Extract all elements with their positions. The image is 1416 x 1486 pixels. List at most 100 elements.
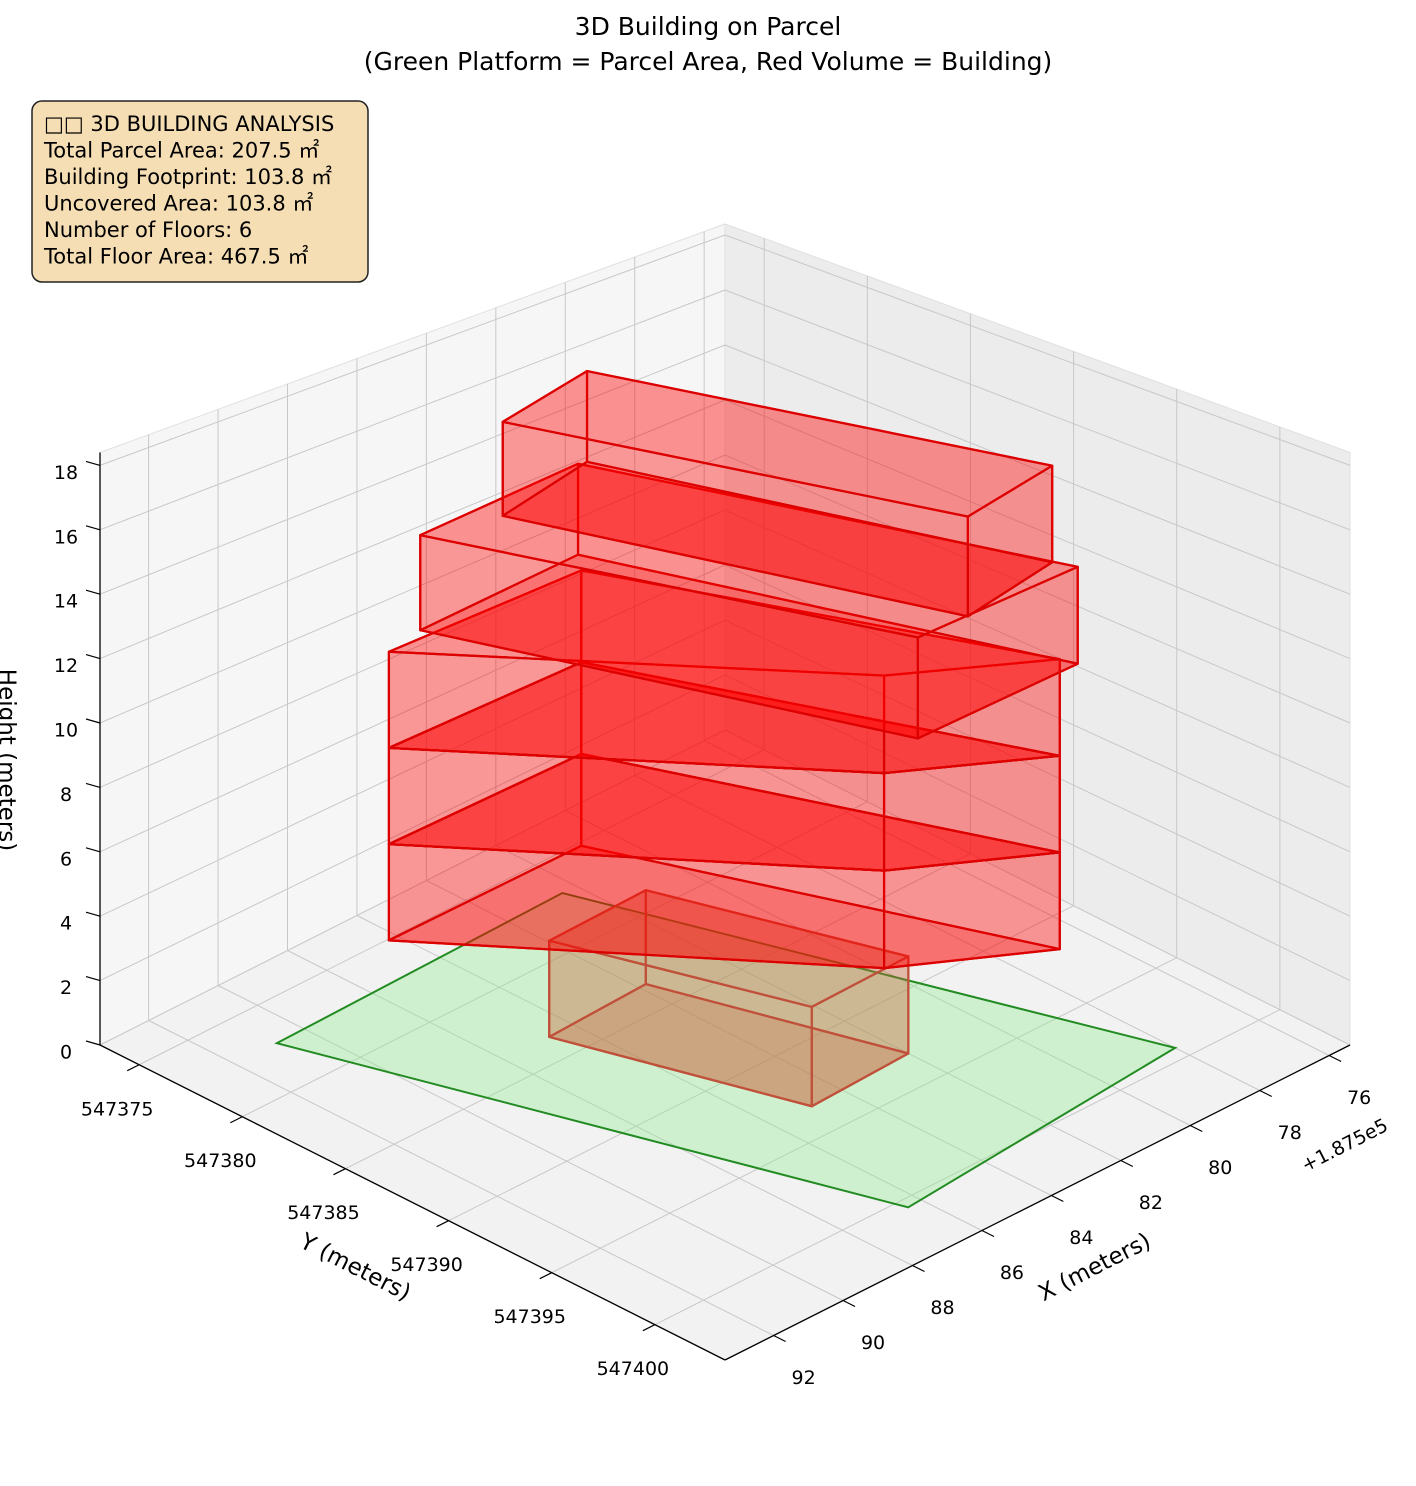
z-tick-label: 8: [60, 784, 72, 806]
grid-line: [217, 985, 844, 1301]
info-line: Total Parcel Area: 207.5 ㎡: [43, 139, 319, 163]
tick-mark: [773, 1334, 786, 1343]
grid-line: [426, 880, 1052, 1196]
z-axis-label: Height (meters): [0, 669, 20, 851]
z-tick-label: 6: [60, 848, 72, 870]
grid-line: [99, 564, 726, 853]
y-tick-label: 547380: [184, 1150, 257, 1172]
grid-line: [654, 1009, 1281, 1326]
info-box: [31, 100, 369, 283]
info-line: Total Floor Area: 467.5 ㎡: [43, 245, 309, 269]
grid-line: [551, 957, 1177, 1274]
grid-line: [99, 234, 726, 466]
tick-mark: [1328, 1054, 1342, 1063]
grid-line: [724, 509, 1351, 788]
info-line: Building Footprint: 103.8 ㎡: [44, 165, 332, 189]
z-tick-label: 10: [54, 720, 78, 742]
y-tick-label: 547400: [597, 1358, 670, 1380]
tick-mark: [126, 1064, 140, 1072]
grid-line: [703, 740, 1330, 1056]
volume-top: [419, 462, 1079, 639]
z-tick-label: 4: [60, 913, 72, 935]
grid-line: [99, 399, 726, 660]
grid-line: [724, 674, 1351, 982]
z-tick-label: 16: [54, 526, 78, 548]
grid-line: [99, 344, 726, 595]
tick-mark: [1051, 1194, 1064, 1203]
tick-mark: [230, 1116, 243, 1124]
y-tick-label: 547395: [493, 1306, 566, 1328]
tick-mark: [85, 589, 101, 595]
tick-mark: [981, 1229, 995, 1238]
grid-line: [724, 619, 1351, 917]
tick-mark: [85, 525, 101, 531]
grid-line: [724, 729, 1351, 1046]
parcel: [274, 891, 1178, 1209]
info-line: □□ 3D BUILDING ANALYSIS: [44, 112, 334, 136]
x-axis-line: [724, 1044, 1351, 1361]
tick-mark: [912, 1264, 925, 1273]
z-tick-label: 12: [54, 655, 78, 677]
grid-line: [724, 399, 1351, 660]
y-tick-label: 547385: [287, 1202, 360, 1224]
tick-mark: [333, 1168, 346, 1176]
tick-mark: [1190, 1124, 1203, 1133]
y-tick-label: 547375: [81, 1098, 154, 1120]
tick-mark: [85, 1040, 101, 1046]
info-line: Number of Floors: 6: [44, 218, 252, 242]
tick-mark: [85, 460, 101, 466]
x-tick-label: 92: [792, 1367, 816, 1389]
tick-mark: [842, 1299, 856, 1308]
x-tick-label: 86: [1000, 1262, 1024, 1284]
x-tick-label: 88: [930, 1297, 954, 1319]
grid-line: [356, 915, 983, 1231]
grid-line: [724, 234, 1351, 466]
grid-line: [724, 344, 1351, 595]
x-offset-label: +1.875e5: [1298, 1114, 1392, 1176]
x-tick-label: 76: [1347, 1087, 1371, 1109]
chart-subtitle: (Green Platform = Parcel Area, Red Volum…: [364, 47, 1053, 76]
x-tick-label: 90: [861, 1332, 885, 1354]
grid-line: [99, 674, 726, 982]
tick-mark: [1259, 1089, 1272, 1098]
grid-line: [148, 1020, 774, 1336]
scene: 7678808284868890925473755473805473855473…: [0, 223, 1392, 1389]
x-tick-label: 80: [1208, 1157, 1232, 1179]
x-tick-label: 78: [1278, 1122, 1302, 1144]
tick-mark: [85, 782, 101, 788]
grid-line: [724, 564, 1351, 853]
z-tick-label: 0: [60, 1042, 72, 1064]
info-lines: □□ 3D BUILDING ANALYSIS Total Parcel Area…: [43, 112, 334, 269]
x-axis-label: X (meters): [1034, 1228, 1155, 1307]
x-tick-label: 82: [1139, 1192, 1163, 1214]
grid-line: [242, 801, 868, 1118]
grid-line: [724, 454, 1351, 724]
grid-line: [634, 775, 1260, 1091]
tick-mark: [85, 847, 101, 853]
tick-mark: [85, 718, 101, 724]
grid-line: [99, 289, 726, 531]
grid-line: [495, 845, 1122, 1161]
grid-line: [99, 729, 726, 1046]
chart-title: 3D Building on Parcel: [575, 12, 842, 41]
tick-mark: [436, 1220, 449, 1228]
grid-line: [287, 950, 913, 1266]
info-line: Uncovered Area: 103.8 ㎡: [44, 192, 313, 216]
grid-line: [724, 289, 1351, 531]
grid-line: [99, 454, 726, 724]
tick-mark: [642, 1324, 656, 1332]
tick-mark: [539, 1272, 553, 1280]
tick-mark: [85, 911, 101, 917]
tick-mark: [85, 654, 101, 660]
z-tick-label: 2: [60, 977, 72, 999]
z-tick-label: 18: [54, 462, 78, 484]
grid-line: [99, 509, 726, 788]
y-axis-line: [99, 1044, 726, 1361]
volume-top: [548, 889, 910, 1009]
z-tick-label: 14: [54, 591, 78, 613]
tick-mark: [85, 976, 101, 982]
tick-mark: [1120, 1159, 1134, 1168]
y-tick-label: 547390: [390, 1254, 463, 1276]
grid-line: [138, 749, 765, 1066]
